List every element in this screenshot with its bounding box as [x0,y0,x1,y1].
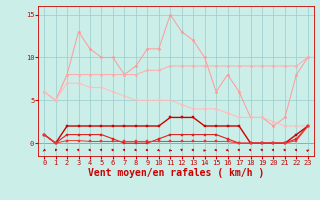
X-axis label: Vent moyen/en rafales ( km/h ): Vent moyen/en rafales ( km/h ) [88,168,264,178]
